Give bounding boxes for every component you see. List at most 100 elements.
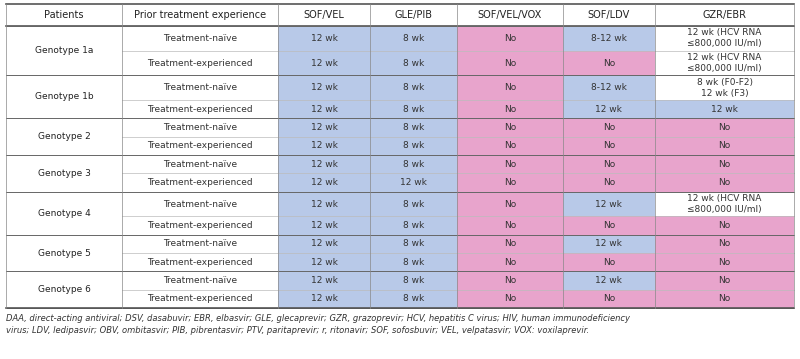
Text: No: No	[718, 141, 730, 150]
Text: 8 wk: 8 wk	[403, 83, 425, 92]
Bar	[457, 253, 562, 271]
Bar	[6, 192, 122, 216]
Text: 12 wk: 12 wk	[595, 200, 622, 209]
Bar	[370, 173, 457, 192]
Bar	[457, 137, 562, 155]
Bar	[562, 155, 655, 173]
Bar	[562, 4, 655, 26]
Text: 12 wk: 12 wk	[310, 160, 338, 169]
Bar	[457, 51, 562, 75]
Text: No: No	[602, 294, 615, 303]
Bar	[6, 235, 122, 253]
Text: Treatment-experienced: Treatment-experienced	[147, 141, 253, 150]
Bar	[562, 235, 655, 253]
Bar	[6, 118, 122, 155]
Bar	[457, 155, 562, 173]
Bar	[6, 137, 122, 155]
Bar	[370, 253, 457, 271]
Text: 8 wk: 8 wk	[403, 276, 425, 285]
Text: 12 wk: 12 wk	[310, 141, 338, 150]
Bar	[370, 100, 457, 118]
Text: 12 wk: 12 wk	[595, 105, 622, 114]
Text: No: No	[718, 160, 730, 169]
Bar	[655, 75, 794, 100]
Bar	[6, 271, 122, 308]
Bar	[6, 26, 122, 51]
Text: Genotype 1a: Genotype 1a	[35, 46, 94, 55]
Text: Genotype 1b: Genotype 1b	[35, 93, 94, 102]
Bar	[562, 173, 655, 192]
Text: 8 wk: 8 wk	[403, 34, 425, 43]
Text: 12 wk: 12 wk	[310, 276, 338, 285]
Bar	[655, 290, 794, 308]
Text: 12 wk (HCV RNA
≤800,000 IU/ml): 12 wk (HCV RNA ≤800,000 IU/ml)	[687, 194, 762, 214]
Bar	[562, 118, 655, 137]
Bar	[370, 155, 457, 173]
Bar	[562, 51, 655, 75]
Bar	[655, 253, 794, 271]
Text: No: No	[504, 239, 516, 248]
Text: Treatment-naïve: Treatment-naïve	[163, 34, 237, 43]
Bar	[278, 51, 370, 75]
Bar	[562, 137, 655, 155]
Text: No: No	[718, 123, 730, 132]
Bar	[370, 75, 457, 100]
Bar	[655, 173, 794, 192]
Text: 8 wk: 8 wk	[403, 258, 425, 267]
Bar	[278, 4, 370, 26]
Text: 8 wk: 8 wk	[403, 160, 425, 169]
Text: Treatment-experienced: Treatment-experienced	[147, 258, 253, 267]
Text: No: No	[602, 141, 615, 150]
Text: No: No	[718, 178, 730, 187]
Text: 8-12 wk: 8-12 wk	[591, 83, 626, 92]
Text: 12 wk: 12 wk	[310, 294, 338, 303]
Bar	[122, 100, 278, 118]
Bar	[278, 216, 370, 235]
Bar	[278, 100, 370, 118]
Bar	[6, 75, 122, 100]
Bar	[370, 4, 457, 26]
Text: No: No	[718, 276, 730, 285]
Bar	[370, 137, 457, 155]
Bar	[457, 4, 562, 26]
Bar	[122, 235, 278, 253]
Bar	[6, 253, 122, 271]
Text: 12 wk: 12 wk	[310, 123, 338, 132]
Bar	[562, 271, 655, 290]
Text: No: No	[504, 178, 516, 187]
Text: No: No	[504, 123, 516, 132]
Bar	[457, 192, 562, 216]
Text: 12 wk: 12 wk	[310, 105, 338, 114]
Bar	[370, 216, 457, 235]
Text: Genotype 5: Genotype 5	[38, 248, 90, 257]
Text: Prior treatment experience: Prior treatment experience	[134, 10, 266, 20]
Text: No: No	[504, 258, 516, 267]
Text: No: No	[504, 160, 516, 169]
Text: No: No	[602, 258, 615, 267]
Bar	[457, 118, 562, 137]
Text: Treatment-naïve: Treatment-naïve	[163, 239, 237, 248]
Bar	[562, 75, 655, 100]
Bar	[370, 51, 457, 75]
Bar	[278, 75, 370, 100]
Bar	[122, 26, 278, 51]
Text: 8 wk: 8 wk	[403, 239, 425, 248]
Text: 12 wk: 12 wk	[595, 276, 622, 285]
Bar	[122, 271, 278, 290]
Bar	[457, 235, 562, 253]
Text: No: No	[504, 59, 516, 67]
Text: Genotype 3: Genotype 3	[38, 169, 90, 178]
Text: 8 wk: 8 wk	[403, 221, 425, 230]
Bar	[457, 75, 562, 100]
Text: 8 wk: 8 wk	[403, 141, 425, 150]
Bar	[655, 235, 794, 253]
Bar	[6, 4, 122, 26]
Bar	[6, 100, 122, 118]
Bar	[457, 290, 562, 308]
Text: Genotype 6: Genotype 6	[38, 285, 90, 294]
Text: Treatment-naïve: Treatment-naïve	[163, 83, 237, 92]
Bar	[655, 118, 794, 137]
Text: 12 wk: 12 wk	[310, 178, 338, 187]
Bar	[278, 290, 370, 308]
Bar	[6, 75, 122, 118]
